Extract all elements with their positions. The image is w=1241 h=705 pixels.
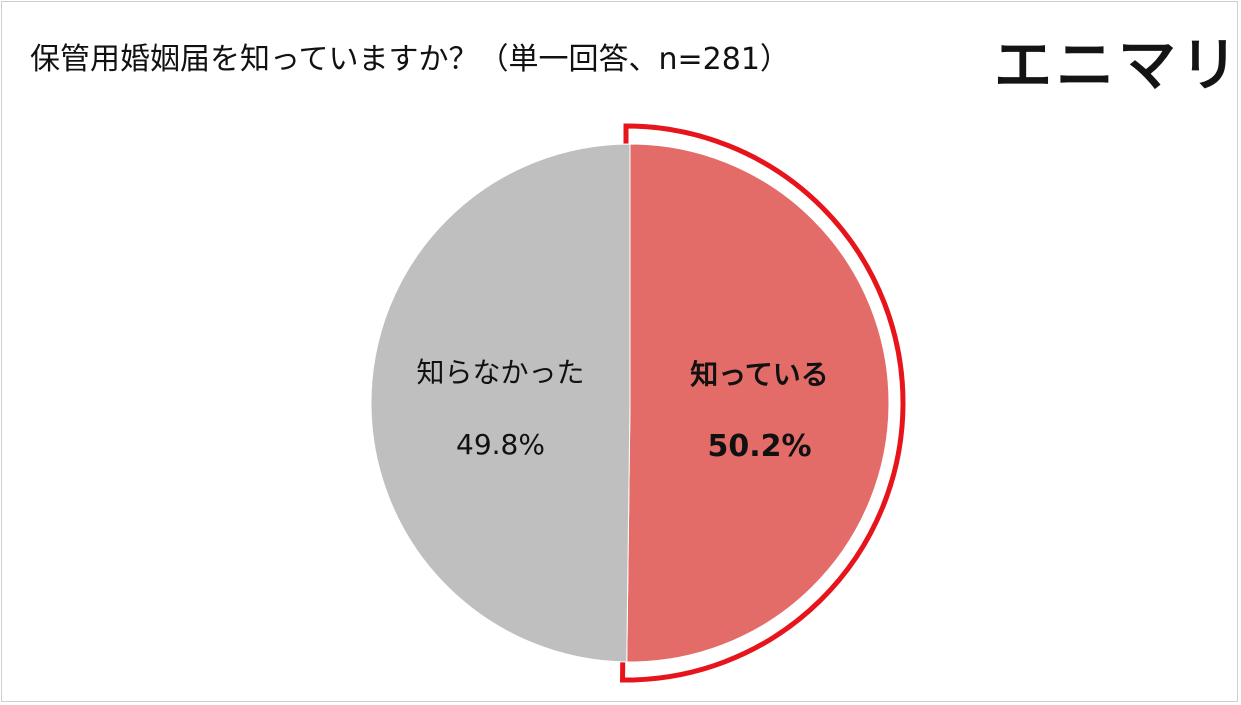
slice-label-2: 知らなかった: [416, 356, 584, 389]
chart-title: 保管用婚姻届を知っていますか？（単一回答、n=281）: [30, 42, 790, 77]
slice-value-2: 49.8%: [456, 428, 545, 461]
highlight-outline: [619, 123, 906, 683]
pie-slice-2: [370, 143, 631, 663]
brand-logo: エニマリ: [994, 31, 1241, 99]
pie-slice-1: [626, 143, 890, 663]
slice-value-1: 50.2%: [707, 429, 811, 464]
slice-label-1: 知っている: [690, 358, 829, 391]
